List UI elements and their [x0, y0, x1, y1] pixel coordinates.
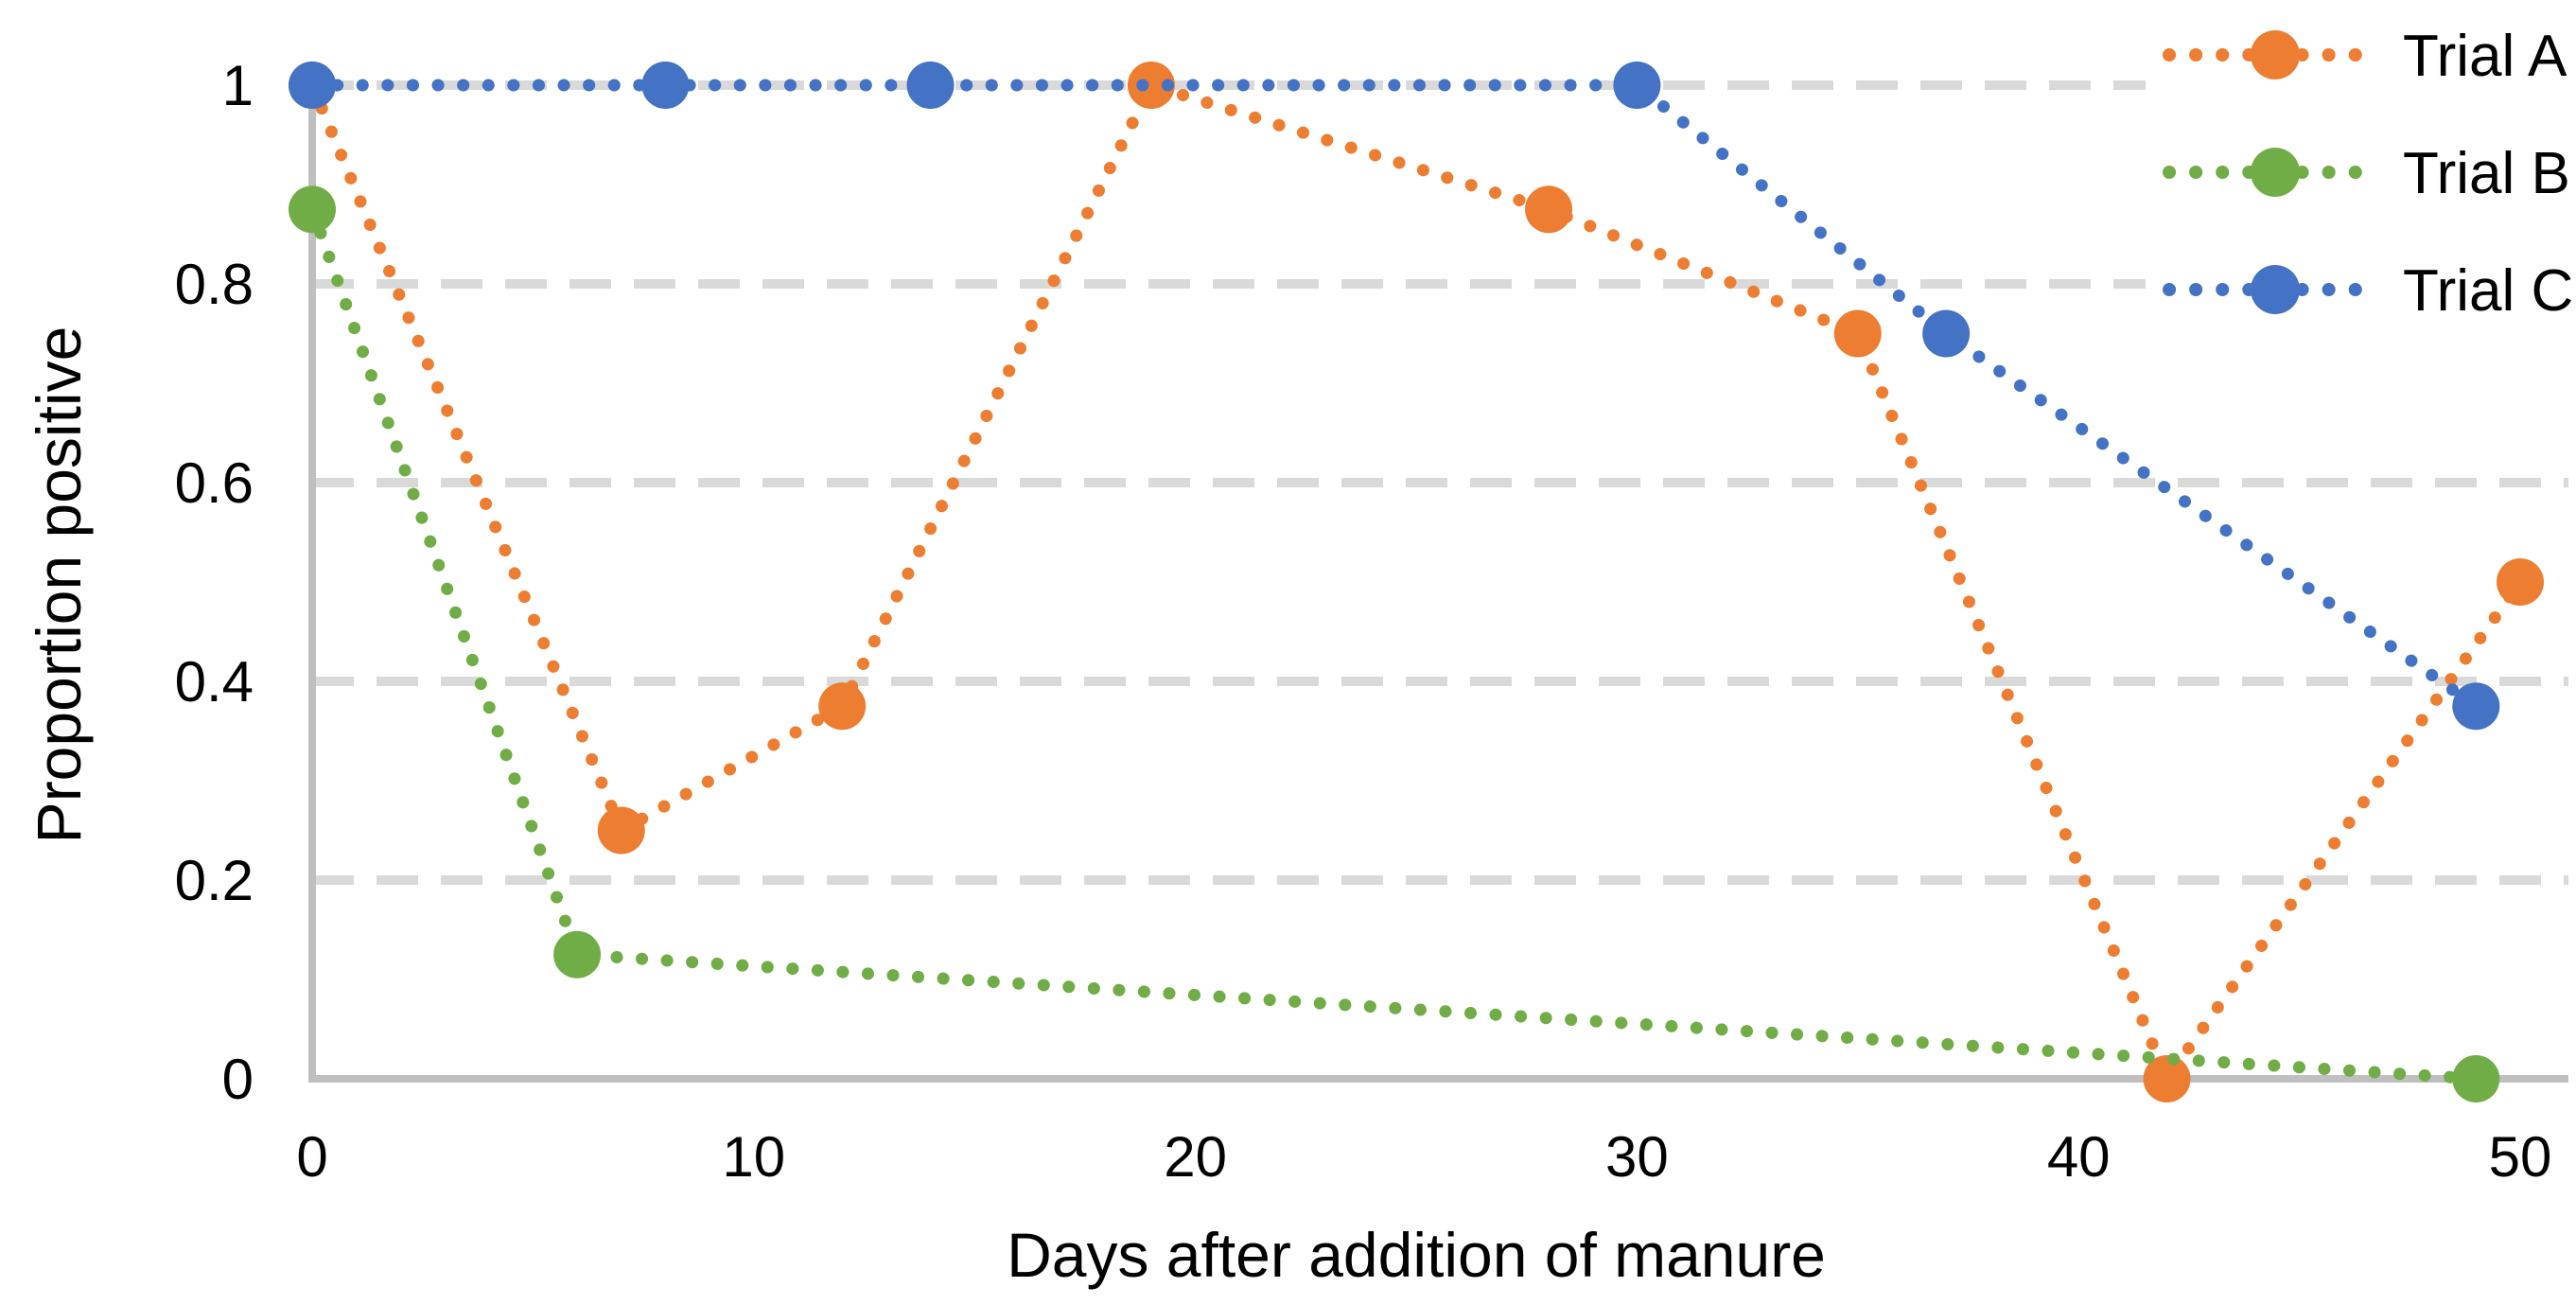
data-point [1922, 309, 1971, 358]
data-point [641, 62, 690, 109]
legend: Trial A Trial B Trial C [2146, 11, 2576, 335]
x-tick-label: 10 [722, 1125, 785, 1189]
data-point [289, 185, 336, 234]
data-point [2452, 682, 2500, 731]
legend-label: Trial A [2403, 24, 2567, 89]
data-point [906, 62, 955, 109]
series-trial-b [289, 185, 2500, 1102]
y-tick-label: 0 [222, 1048, 254, 1111]
legend-marker [2251, 148, 2300, 197]
x-tick-label: 30 [1605, 1125, 1669, 1189]
legend-marker [2251, 265, 2300, 314]
y-axis-title: Proportion positive [24, 326, 94, 844]
series-line-trial-b [306, 203, 2482, 1085]
data-point [2497, 558, 2544, 606]
data-point [597, 806, 645, 855]
data-point [289, 62, 336, 109]
data-point [818, 682, 867, 731]
legend-label: Trial B [2403, 141, 2570, 206]
y-tick-label: 0.8 [175, 253, 254, 316]
data-point [1525, 185, 1573, 234]
data-point [1613, 62, 1661, 109]
series-trial-c [289, 62, 2500, 731]
data-point [2143, 1055, 2191, 1102]
series-trial-a [289, 62, 2544, 1102]
data-point [553, 930, 602, 979]
legend-item-trial-a: Trial A [2163, 24, 2567, 89]
data-point [1127, 62, 1175, 109]
legend-marker [2251, 30, 2300, 79]
x-tick-label: 20 [1164, 1125, 1227, 1189]
x-axis-title: Days after addition of manure [1007, 1220, 1826, 1290]
x-tick-label: 50 [2489, 1125, 2552, 1189]
legend-item-trial-c: Trial C [2163, 258, 2573, 324]
y-tick-label: 0.4 [175, 650, 254, 714]
x-tick-label: 40 [2047, 1125, 2111, 1189]
y-tick-label: 1 [222, 54, 254, 117]
y-tick-label: 0.6 [175, 451, 254, 515]
data-point [1833, 309, 1882, 358]
legend-item-trial-b: Trial B [2163, 141, 2570, 206]
legend-label: Trial C [2403, 258, 2573, 324]
series-line-trial-a [306, 79, 2527, 1085]
y-tick-label: 0.2 [175, 849, 254, 912]
data-point [2452, 1055, 2500, 1102]
x-tick-label: 0 [296, 1125, 327, 1189]
